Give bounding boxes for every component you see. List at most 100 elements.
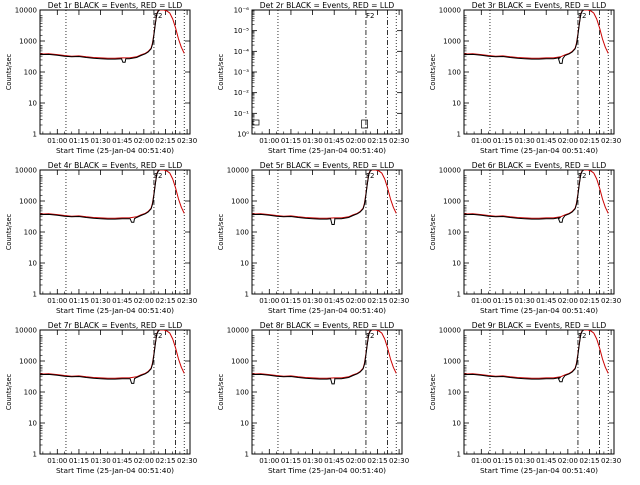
series-lld-line: [252, 170, 397, 219]
y-tick-label: 1: [457, 131, 461, 139]
x-tick-label: 01:45: [324, 457, 344, 465]
x-tick-label: 02:30: [389, 137, 409, 145]
x-tick-label: 02:00: [134, 457, 154, 465]
y-tick-label: 10: [240, 420, 249, 428]
y-tick-label: 10⁻³: [234, 69, 250, 77]
y-tick-label: 100: [24, 69, 37, 77]
flag-label: F2: [154, 12, 162, 20]
x-tick-label: 01:30: [90, 137, 110, 145]
series-lld-line: [252, 330, 397, 379]
x-tick-label: 02:15: [155, 297, 175, 305]
x-tick-label: 02:00: [558, 137, 578, 145]
y-tick-label: 10: [240, 260, 249, 268]
x-tick-label: 02:15: [367, 137, 387, 145]
panel-title: Det 7r BLACK = Events, RED = LLD: [48, 321, 183, 330]
x-tick-label: 02:15: [579, 297, 599, 305]
series-lld-line: [40, 330, 185, 379]
x-axis-label: Start Time (25-Jan-04 00:51:40): [56, 306, 174, 315]
y-tick-label: 10⁻¹: [234, 110, 250, 118]
y-tick-label: 100: [448, 229, 461, 237]
plot-frame: [251, 329, 403, 455]
x-tick-label: 01:00: [471, 137, 491, 145]
series-lld-line: [464, 10, 609, 59]
x-axis-label: Start Time (25-Jan-04 00:51:40): [268, 306, 386, 315]
x-axis-label: Start Time (25-Jan-04 00:51:40): [268, 146, 386, 155]
x-tick-label: 01:15: [281, 297, 301, 305]
y-tick-label: 10000: [439, 7, 461, 15]
plot-frame: [463, 169, 615, 295]
y-axis-label: Counts/sec: [429, 53, 437, 90]
y-tick-label: 10⁻⁴: [234, 48, 250, 56]
x-axis-label: Start Time (25-Jan-04 00:51:40): [56, 146, 174, 155]
plot-frame: [39, 169, 191, 295]
y-axis-label: Counts/sec: [5, 53, 13, 90]
y-tick-label: 10000: [227, 327, 249, 335]
panel-title: Det 9r BLACK = Events, RED = LLD: [472, 321, 607, 330]
series-events-line: [40, 10, 160, 63]
detector-panel-2: Det 2r BLACK = Events, RED = LLD 10⁰ 10⁻¹ 1…: [217, 1, 409, 155]
x-tick-label: 01:30: [90, 297, 110, 305]
y-tick-label: 10: [452, 420, 461, 428]
x-tick-label: 02:30: [177, 137, 197, 145]
y-tick-label: 10000: [15, 167, 37, 175]
y-tick-label: 10: [28, 260, 37, 268]
x-tick-label: 01:30: [514, 137, 534, 145]
flag-label: F2: [154, 172, 162, 180]
detector-panel-5: Det 5r BLACK = Events, RED = LLD 1 10 100 10…: [217, 161, 409, 315]
y-tick-label: 1000: [443, 38, 461, 46]
series-events-line: [40, 170, 160, 223]
x-tick-label: 02:00: [558, 297, 578, 305]
y-axis-label: Counts/sec: [5, 213, 13, 250]
detector-panel-3: Det 3r BLACK = Events, RED = LLD 1 10 100 10…: [429, 1, 621, 155]
y-tick-label: 1000: [19, 198, 37, 206]
y-tick-label: 10⁰: [237, 131, 249, 139]
x-tick-label: 02:30: [601, 457, 621, 465]
x-tick-label: 02:30: [601, 137, 621, 145]
x-tick-label: 01:30: [514, 297, 534, 305]
y-tick-label: 1: [33, 131, 37, 139]
empty-data-marker: [361, 119, 368, 129]
plot-frame: [251, 169, 403, 295]
x-tick-label: 02:30: [389, 297, 409, 305]
x-tick-label: 02:15: [579, 137, 599, 145]
y-tick-label: 10⁻⁵: [234, 27, 250, 35]
y-tick-label: 100: [448, 69, 461, 77]
plot-frame: [463, 9, 615, 135]
y-tick-label: 100: [236, 229, 249, 237]
x-tick-label: 01:15: [69, 457, 89, 465]
flag-label: F2: [366, 12, 374, 20]
x-tick-label: 01:45: [536, 457, 556, 465]
detector-panel-7: Det 7r BLACK = Events, RED = LLD 1 10 100 10…: [5, 321, 197, 475]
series-lld-line: [40, 10, 185, 59]
x-tick-label: 02:30: [389, 457, 409, 465]
x-tick-label: 01:15: [281, 457, 301, 465]
y-tick-label: 10000: [439, 167, 461, 175]
x-tick-label: 01:15: [281, 137, 301, 145]
x-tick-label: 01:45: [536, 137, 556, 145]
y-tick-label: 10000: [15, 7, 37, 15]
flag-label: F2: [578, 332, 586, 340]
series-events-line: [464, 330, 584, 383]
series-lld-line: [40, 170, 185, 219]
y-tick-label: 1000: [443, 358, 461, 366]
y-tick-label: 1: [33, 451, 37, 459]
y-tick-label: 10: [28, 420, 37, 428]
x-tick-label: 02:30: [177, 297, 197, 305]
y-tick-label: 1: [457, 291, 461, 299]
y-tick-label: 1000: [19, 358, 37, 366]
x-axis-label: Start Time (25-Jan-04 00:51:40): [480, 306, 598, 315]
x-tick-label: 01:00: [259, 457, 279, 465]
flag-label: F2: [366, 332, 374, 340]
x-tick-label: 01:15: [69, 137, 89, 145]
y-tick-label: 1000: [19, 38, 37, 46]
x-axis-label: Start Time (25-Jan-04 00:51:40): [480, 146, 598, 155]
detector-panel-9: Det 9r BLACK = Events, RED = LLD 1 10 100 10…: [429, 321, 621, 475]
panel-title: Det 1r BLACK = Events, RED = LLD: [48, 1, 183, 10]
x-tick-label: 02:15: [579, 457, 599, 465]
y-tick-label: 1000: [231, 198, 249, 206]
y-tick-label: 100: [24, 389, 37, 397]
flag-label: F2: [154, 332, 162, 340]
x-tick-label: 01:45: [324, 137, 344, 145]
